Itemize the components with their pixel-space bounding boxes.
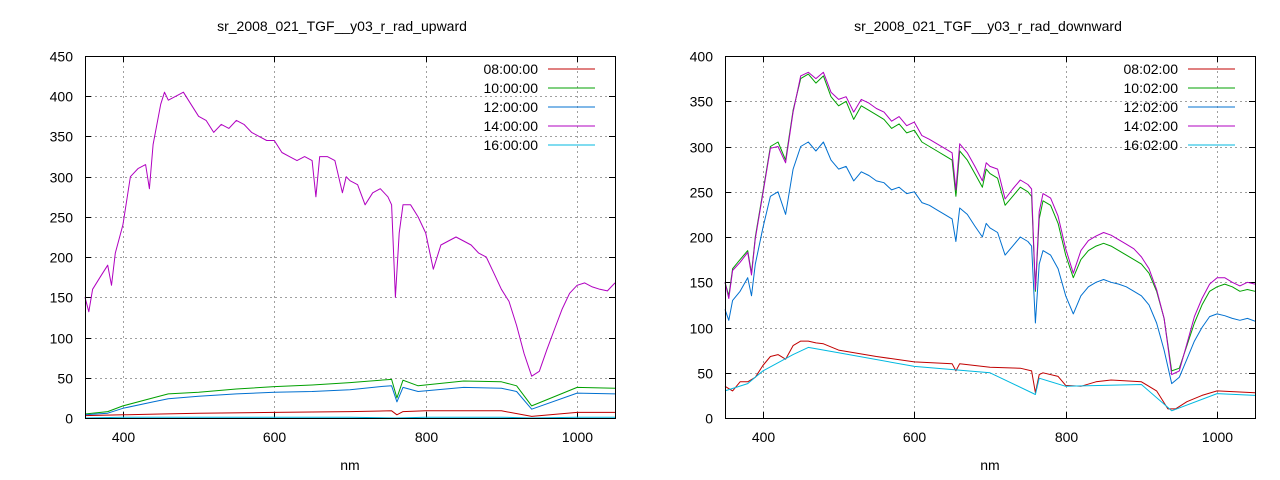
y-tick-label: 200: [690, 230, 714, 246]
series-line-12-02-00: [724, 141, 1256, 385]
y-tick-label: 150: [50, 290, 74, 306]
legend-label: 12:02:00: [1124, 99, 1179, 115]
y-tick-label: 350: [690, 94, 714, 110]
y-tick-label: 50: [57, 371, 73, 387]
x-tick-label: 1000: [1202, 429, 1233, 445]
legend-label: 10:00:00: [484, 80, 539, 96]
y-tick-label: 50: [697, 366, 713, 382]
y-tick-label: 450: [50, 49, 74, 65]
series-line-12-00-00: [84, 385, 616, 416]
legend-label: 08:02:00: [1124, 61, 1179, 77]
y-tick-label: 0: [705, 411, 713, 427]
legend-label: 12:00:00: [484, 99, 539, 115]
y-tick-label: 200: [50, 250, 74, 266]
x-tick-label: 400: [112, 429, 136, 445]
series-line-08-02-00: [724, 340, 1256, 410]
y-tick-label: 400: [50, 89, 74, 105]
series-line-08-00-00: [84, 410, 615, 417]
chart-title: sr_2008_021_TGF__y03_r_rad_downward: [854, 18, 1122, 34]
series-line-16-00-00: [84, 416, 615, 419]
plot-frame: [85, 56, 616, 419]
y-tick-label: 350: [50, 129, 74, 145]
series-line-14-02-00: [724, 71, 1256, 376]
legend-label: 14:00:00: [484, 118, 539, 134]
x-axis-label: nm: [980, 457, 999, 473]
y-tick-label: 100: [50, 331, 74, 347]
plot-frame: [725, 56, 1256, 419]
x-tick-label: 1000: [562, 429, 593, 445]
y-tick-label: 300: [50, 170, 74, 186]
legend-label: 08:00:00: [484, 61, 539, 77]
y-tick-label: 100: [690, 321, 714, 337]
x-tick-label: 600: [903, 429, 927, 445]
legend-label: 10:02:00: [1124, 80, 1179, 96]
series-line-14-00-00: [84, 91, 616, 377]
x-tick-label: 800: [415, 429, 439, 445]
series-line-10-00-00: [84, 378, 616, 415]
y-tick-label: 150: [690, 275, 714, 291]
chart-panel-0: 0 50 100 150 200 250 300 350 400 450 400 600 800 1000…: [50, 18, 616, 473]
y-tick-label: 400: [690, 49, 714, 65]
x-axis-label: nm: [340, 457, 359, 473]
chart-title: sr_2008_021_TGF__y03_r_rad_upward: [217, 18, 467, 34]
x-tick-label: 600: [263, 429, 287, 445]
y-tick-label: 250: [690, 185, 714, 201]
legend-label: 14:02:00: [1124, 118, 1179, 134]
series-line-16-02-00: [724, 346, 1256, 412]
x-tick-label: 400: [752, 429, 776, 445]
y-tick-label: 250: [50, 210, 74, 226]
chart-panel-1: 0 50 100 150 200 250 300 350 400 400 600 800 1000 08:…: [690, 18, 1256, 473]
legend-label: 16:00:00: [484, 137, 539, 153]
legend-label: 16:02:00: [1124, 137, 1179, 153]
y-tick-label: 300: [690, 140, 714, 156]
y-tick-label: 0: [65, 411, 73, 427]
x-tick-label: 800: [1055, 429, 1079, 445]
